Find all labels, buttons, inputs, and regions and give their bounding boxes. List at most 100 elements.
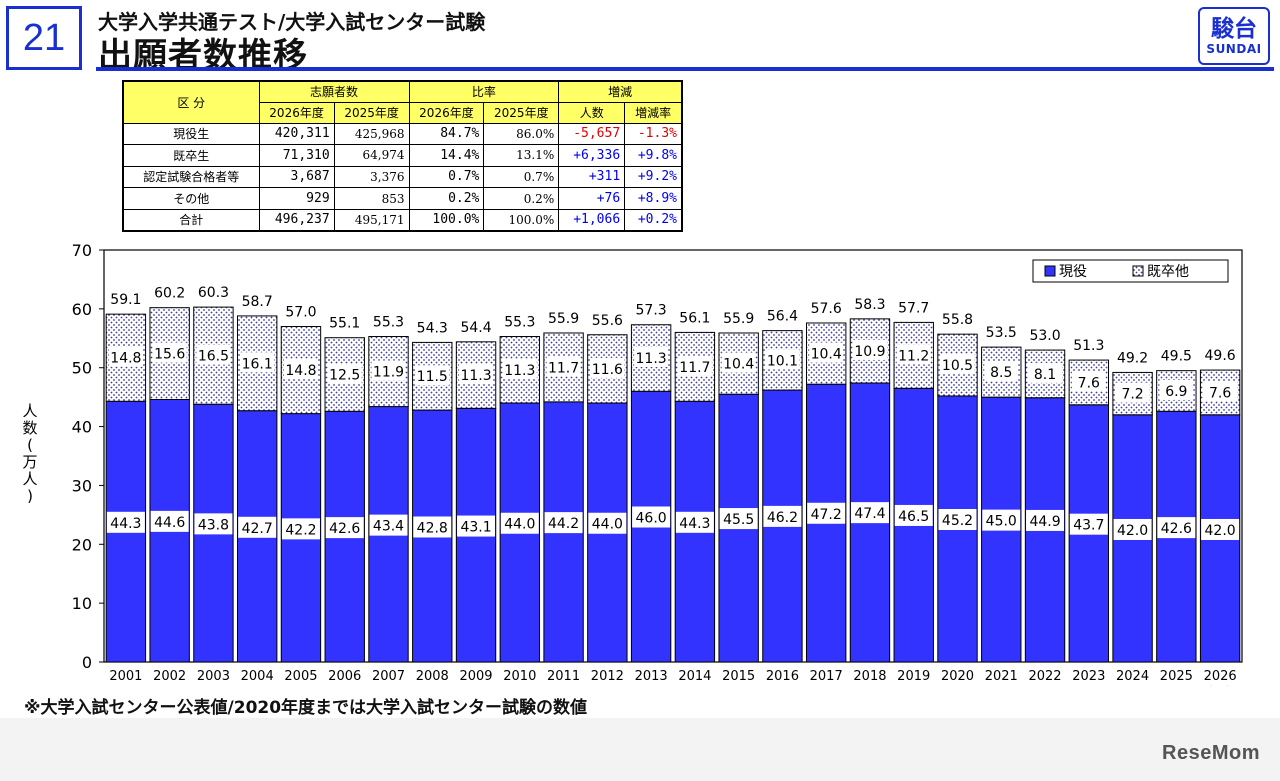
data-label-graduates: 8.1 [1034,367,1056,383]
row-label: その他 [122,187,260,210]
applicants-2025: 853 [333,187,410,210]
x-tick-label: 2026 [1204,669,1237,684]
data-label-box [1115,382,1150,403]
ratio-2026: 100.0% [408,208,485,232]
data-label-box [459,364,494,385]
row-label: 合計 [122,208,260,232]
data-label-current: 42.6 [329,521,360,537]
data-label-total: 60.3 [198,285,229,301]
data-label-current: 46.5 [898,509,929,525]
data-label-current: 44.3 [110,516,141,532]
data-label-box [281,518,320,540]
data-label-box [327,363,362,384]
data-label-total: 55.6 [592,313,623,329]
data-label-total: 55.9 [548,311,579,327]
data-label-graduates: 11.6 [592,362,623,378]
x-tick-label: 2002 [153,669,186,684]
ratio-2025: 0.2% [483,187,560,210]
data-label-total: 53.0 [1029,328,1060,344]
data-label-box [544,512,583,534]
data-label-box [371,360,406,381]
ratio-2025: 0.7% [483,165,560,189]
data-label-graduates: 16.5 [198,349,229,365]
slide-number: 21 [6,6,82,70]
data-label-current: 45.2 [942,513,973,529]
x-tick-label: 2007 [372,669,405,684]
data-label-box [807,502,846,524]
data-label-box [1201,518,1240,540]
header-ratio: 比率 [408,80,560,103]
applicants-2026: 71,310 [258,144,335,167]
data-label-current: 43.4 [373,519,404,535]
x-tick-label: 2012 [591,669,624,684]
x-tick-label: 2015 [722,669,755,684]
table-row: 現役生 420,311 425,968 84.7% 86.0% -5,657 -… [122,122,683,146]
change-rate: +0.2% [624,208,683,232]
legend-box [1032,259,1229,283]
x-tick-label: 2011 [547,669,580,684]
data-label-box [240,352,275,373]
data-label-box [896,344,931,365]
applicants-stacked-bar-chart: 0 10 20 30 40 50 60 70 人数(万人) 2001 2002 2003 2004 200… [22,241,1243,686]
data-label-current: 44.3 [679,516,710,532]
ratio-2026: 84.7% [408,122,485,146]
data-label-box [325,517,364,539]
data-label-graduates: 7.2 [1121,387,1143,403]
change-people: -5,657 [558,122,626,146]
x-tick-label: 2017 [810,669,843,684]
data-label-graduates: 10.9 [854,344,885,360]
data-label-graduates: 11.3 [460,368,491,384]
data-label-graduates: 10.4 [723,357,754,373]
table-row: 合計 496,237 495,171 100.0% 100.0% +1,066 … [122,208,683,232]
data-label-box [590,357,625,378]
data-label-graduates: 11.7 [548,360,579,376]
y-tick-label: 60 [72,300,92,319]
data-label-box [634,347,669,368]
data-label-graduates: 11.3 [636,351,667,367]
y-tick-label: 30 [72,476,92,495]
resemom-watermark: ReseMom [1162,742,1260,764]
applicants-2026: 929 [258,187,335,210]
header-category: 区 分 [122,80,260,124]
y-tick-label: 70 [72,241,92,260]
ratio-2025: 86.0% [483,122,560,146]
y-axis-label: 人数(万人) [22,402,37,505]
table-header-row: 区 分 志願者数 比率 増減 [122,80,683,124]
data-label-total: 57.7 [898,300,929,316]
table-row: 認定試験合格者等 3,687 3,376 0.7% 0.7% +311 +9.2… [122,165,683,189]
data-label-box [150,510,189,532]
data-label-box [1028,362,1063,383]
data-label-total: 55.8 [942,312,973,328]
x-tick-label: 2006 [328,669,361,684]
data-label-box [1069,513,1108,535]
data-label-current: 42.0 [1117,523,1148,539]
data-label-box [1026,509,1065,531]
data-label-current: 43.1 [460,520,491,536]
data-label-current: 46.2 [767,510,798,526]
data-label-box [632,506,671,528]
data-label-graduates: 11.9 [373,365,404,381]
data-label-total: 56.1 [679,310,710,326]
data-label-box [106,511,145,533]
header-ratio-2025: 2025年度 [483,101,560,124]
data-label-total: 49.5 [1161,349,1192,365]
x-tick-label: 2021 [985,669,1018,684]
data-label-total: 57.0 [285,305,316,321]
applicants-2026: 496,237 [258,208,335,232]
applicants-2025: 425,968 [333,122,410,146]
data-label-current: 45.0 [986,514,1017,530]
data-label-current: 44.0 [504,517,535,533]
data-label-graduates: 11.7 [679,360,710,376]
applicant-stats-table: 区 分 志願者数 比率 増減 2026年度 2025年度 2026年度 2025… [122,80,683,232]
data-label-current: 43.8 [198,517,229,533]
x-tick-label: 2016 [766,669,799,684]
data-label-graduates: 16.1 [242,356,273,372]
x-tick-label: 2013 [635,669,668,684]
x-tick-label: 2009 [459,669,492,684]
x-tick-label: 2008 [416,669,449,684]
data-label-graduates: 10.5 [942,358,973,374]
data-label-graduates: 11.5 [417,369,448,385]
header-change-people: 人数 [558,101,626,124]
applicants-2025: 64,974 [333,144,410,167]
data-label-total: 55.1 [329,316,360,332]
